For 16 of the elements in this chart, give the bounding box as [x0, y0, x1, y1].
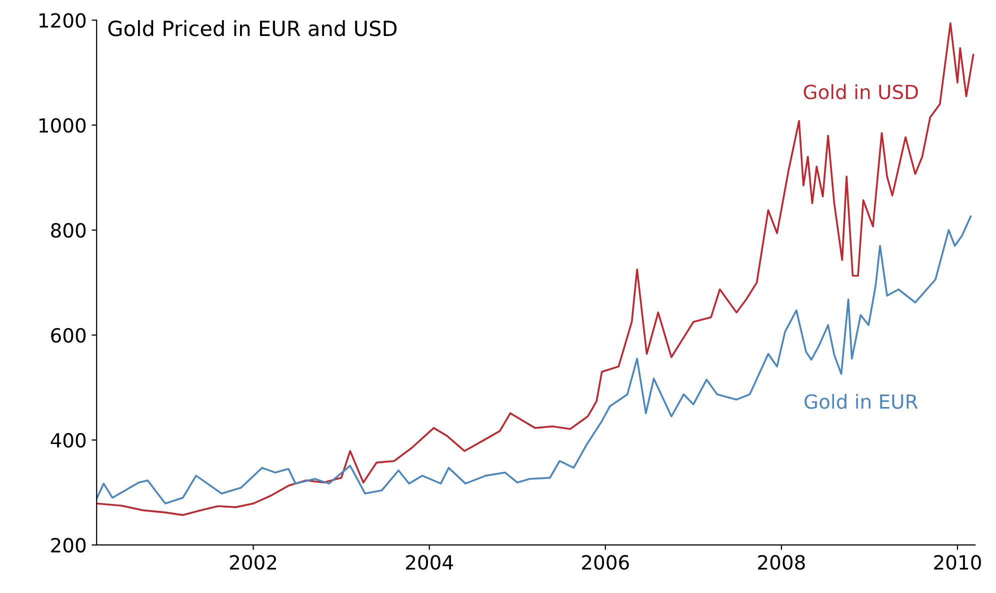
y-tick-label: 200 — [51, 538, 86, 553]
x-tick-label: 2010 — [934, 555, 981, 570]
y-tick-label: 800 — [51, 223, 86, 238]
y-tick-label: 400 — [50, 432, 86, 448]
y-tick-label: 1200 — [40, 13, 86, 28]
series-label: Gold in USD — [804, 84, 918, 100]
x-tick-label: 2008 — [758, 555, 805, 570]
x-tick-label: 2006 — [582, 555, 629, 570]
y-tick-label: 1000 — [40, 118, 86, 133]
y-tick-label: 600 — [51, 328, 86, 343]
series-label: Gold in EUR — [804, 394, 918, 409]
chart-title: Gold Priced in EUR and USD — [108, 20, 397, 36]
x-tick-label: 2002 — [230, 555, 276, 570]
line-series — [96, 216, 972, 504]
x-tick-label: 2004 — [406, 555, 453, 570]
line-series — [96, 22, 974, 516]
